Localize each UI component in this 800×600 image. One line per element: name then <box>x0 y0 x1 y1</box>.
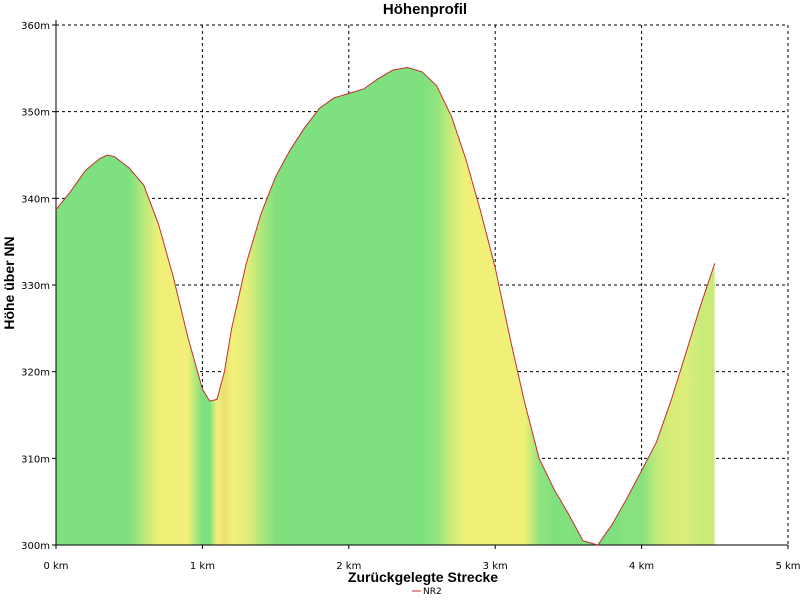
x-tick-label-2: 2 km <box>336 561 361 572</box>
y-tick-label-6: 360m <box>21 21 50 32</box>
x-tick-label-3: 3 km <box>483 561 508 572</box>
legend-label-nr2: NR2 <box>423 587 442 597</box>
y-tick-label-0: 300m <box>21 541 50 552</box>
y-axis-title: Höhe über NN <box>1 236 17 329</box>
x-tick-label-4: 4 km <box>629 561 654 572</box>
series-line-nr2 <box>55 66 716 546</box>
x-axis-title: Zurückgelegte Strecke <box>348 569 498 585</box>
tick-labels: 300m 310m 320m 330m 340m 350m 360m 0 km 1 km 2 km… <box>21 21 800 572</box>
y-tick-label-1: 310m <box>21 454 50 465</box>
x-tick-label-1: 1 km <box>190 561 215 572</box>
y-tick-label-2: 320m <box>21 368 50 379</box>
x-tick-label-0: 0 km <box>43 561 68 572</box>
y-tick-label-4: 340m <box>21 194 50 205</box>
y-tick-label-5: 350m <box>21 108 50 119</box>
y-tick-label-3: 330m <box>21 281 50 292</box>
legend: NR2 <box>412 587 442 597</box>
x-tick-label-5: 5 km <box>775 561 800 572</box>
chart-title: Höhenprofil <box>382 1 468 18</box>
